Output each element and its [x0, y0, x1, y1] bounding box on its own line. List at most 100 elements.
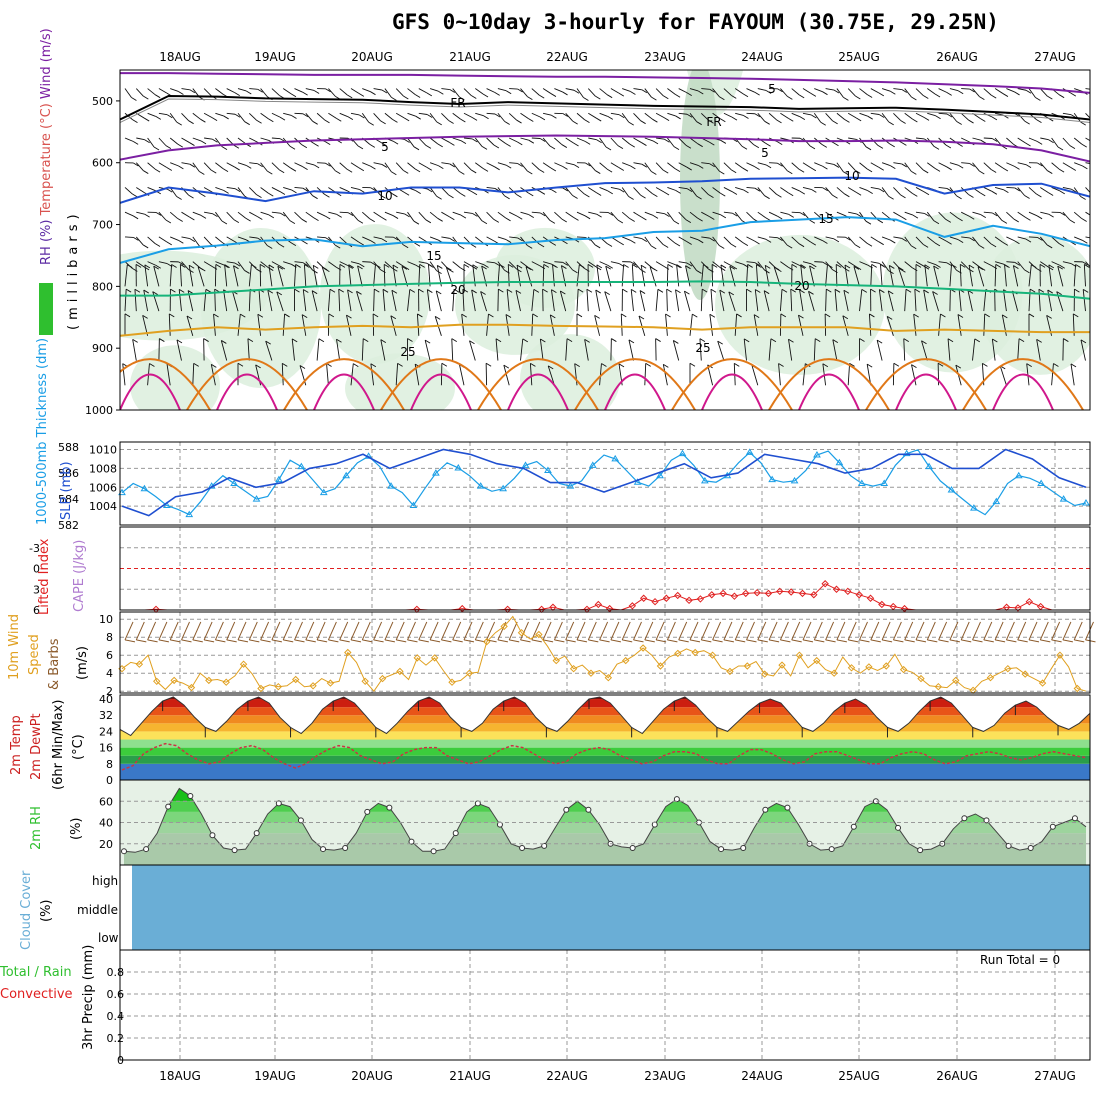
pressure-wind-barb: [960, 211, 970, 217]
pressure-wind-barb-flag: [577, 288, 584, 293]
pressure-wind-barb-flag: [901, 163, 907, 168]
pressure-wind-barb-flag: [268, 264, 275, 269]
wind10m-barb-flag: [283, 639, 294, 643]
pressure-wind-barb: [689, 211, 698, 219]
pressure-wind-barb-flag: [380, 339, 387, 344]
pressure-wind-barb-flag: [640, 194, 646, 199]
date-label-bottom: 23AUG: [644, 1069, 686, 1083]
pressure-wind-barb-flag: [991, 116, 998, 121]
pressure-wind-barb: [554, 162, 563, 167]
pressure-wind-barb: [622, 162, 631, 167]
pressure-wind-barb: [282, 88, 292, 95]
pressure-wind-barb-flag: [765, 264, 771, 269]
wind10m-barb-flag: [983, 639, 994, 643]
pressure-wind-barb: [435, 290, 442, 312]
date-label-top: 22AUG: [546, 50, 588, 64]
pressure-wind-barb: [847, 363, 851, 386]
pressure-wind-barb-flag: [291, 115, 297, 119]
pressure-wind-barb: [550, 289, 555, 312]
pressure-wind-barb-flag: [832, 194, 838, 199]
pressure-wind-barb-flag: [302, 113, 309, 118]
wind10m-barb-flag: [170, 639, 181, 643]
pressure-wind-barb-flag: [1002, 241, 1009, 246]
pressure-wind-barb-flag: [742, 93, 749, 98]
pressure-wind-barb: [1073, 211, 1082, 219]
pressure-wind-barb-flag: [368, 121, 374, 126]
pressure-wind-barb: [723, 261, 733, 267]
pressure-wind-barb-flag: [414, 168, 421, 173]
wind10m-point: [205, 676, 213, 685]
pressure-wind-barb-flag: [313, 217, 319, 222]
pressure-wind-barb-flag: [188, 120, 194, 125]
pressure-wind-barb-flag: [990, 94, 997, 99]
wind10m-barb: [859, 621, 868, 641]
pressure-wind-barb-flag: [188, 264, 195, 269]
pressure-wind-barb: [859, 112, 868, 117]
pressure-wind-barb: [1017, 338, 1020, 361]
rh2m-point: [585, 806, 592, 813]
pressure-wind-barb: [463, 137, 473, 140]
pressure-wind-barb: [870, 187, 880, 190]
pressure-wind-barb-flag: [878, 114, 885, 118]
wind10m-point: [726, 667, 734, 676]
pressure-wind-barb-flag: [346, 94, 353, 99]
pressure-wind-barb: [757, 88, 767, 91]
pressure-wind-barb: [192, 112, 201, 120]
pressure-wind-barb-flag: [347, 212, 354, 217]
pressure-wind-barb-flag: [878, 188, 885, 193]
pressure-wind-barb-flag: [641, 163, 648, 168]
pressure-wind-barb: [701, 236, 710, 239]
pressure-wind-barb: [452, 211, 462, 216]
pressure-wind-barb-flag: [142, 244, 149, 249]
pressure-wind-barb: [754, 289, 759, 312]
pressure-wind-barb: [938, 211, 947, 220]
pressure-wind-barb: [576, 88, 584, 98]
thickness-point: [409, 501, 418, 509]
pressure-wind-barb-flag: [957, 143, 963, 147]
pressure-wind-barb: [407, 211, 415, 222]
pressure-wind-barb: [769, 236, 778, 239]
pressure-wind-barb: [778, 363, 781, 386]
wind10m-barb: [316, 621, 326, 641]
pressure-wind-barb: [356, 291, 363, 312]
pressure-wind-barb-flag: [347, 289, 353, 294]
wind10m-barb: [497, 621, 507, 641]
pressure-wind-barb-flag: [517, 237, 523, 242]
pressure-wind-barb-flag: [425, 145, 432, 149]
wind10m-barb: [169, 621, 179, 641]
pressure-wind-barb: [915, 162, 924, 171]
pressure-wind-barb-flag: [584, 339, 590, 343]
svg-text:(m/s): (m/s): [75, 646, 90, 680]
pressure-wind-barb: [520, 112, 529, 119]
pressure-wind-barb-flag: [619, 188, 625, 193]
pressure-wind-barb-flag: [594, 244, 601, 249]
pressure-wind-barb-flag: [821, 143, 828, 148]
pressure-wind-barb-flag: [572, 120, 578, 125]
pressure-wind-barb: [881, 236, 891, 241]
pressure-wind-barb-flag: [910, 245, 917, 250]
pressure-wind-barb: [226, 261, 236, 264]
svg-text:2m DewPt: 2m DewPt: [29, 713, 44, 780]
pressure-wind-barb-flag: [359, 114, 365, 119]
pressure-wind-barb: [418, 162, 427, 168]
pressure-wind-barb-flag: [1080, 121, 1086, 126]
wind10m-barb: [350, 621, 360, 641]
svg-text:2m RH: 2m RH: [29, 806, 44, 850]
pressure-wind-barb-flag: [924, 264, 931, 269]
pressure-wind-barb-flag: [369, 218, 375, 223]
wind10m-barb: [486, 621, 496, 641]
pressure-wind-barb: [260, 88, 268, 98]
pressure-wind-barb-flag: [673, 220, 680, 225]
pressure-wind-barb-flag: [381, 164, 388, 168]
pressure-wind-barb: [868, 313, 872, 336]
pressure-wind-barb: [768, 338, 772, 361]
rh2m-point: [275, 800, 282, 807]
pressure-wind-barb: [147, 88, 156, 96]
pressure-wind-barb-flag: [787, 192, 794, 197]
pressure-wind-barb: [362, 162, 371, 167]
pressure-wind-barb: [542, 88, 552, 94]
pressure-wind-barb: [1051, 236, 1060, 244]
pressure-wind-barb-flag: [211, 117, 218, 121]
pressure-wind-barb-flag: [921, 340, 927, 345]
pressure-wind-barb-flag: [560, 290, 566, 295]
